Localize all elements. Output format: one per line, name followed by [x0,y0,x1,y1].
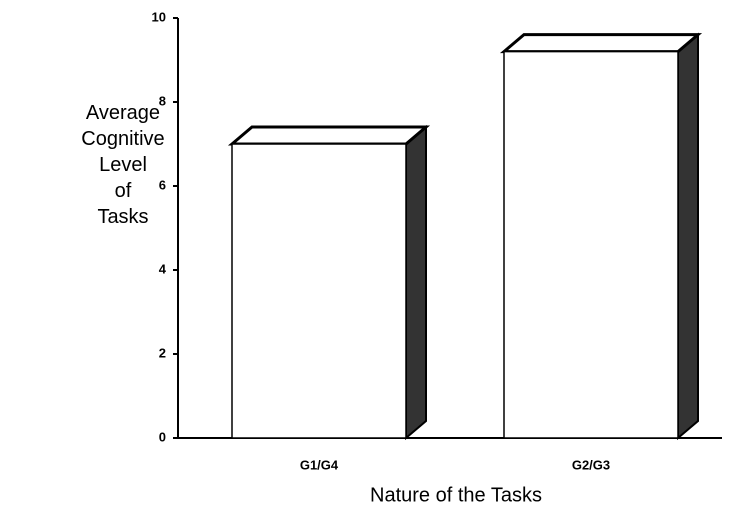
bar-side [405,124,427,441]
y-tick-label: 2 [159,345,166,360]
y-tick-label: 0 [159,429,166,444]
bar-side [677,32,699,441]
x-tick-label: G1/G4 [300,457,339,472]
y-tick-label: 10 [152,9,166,24]
y-tick-label: 6 [159,177,166,192]
y-tick-label: 8 [159,93,166,108]
x-tick-label: G2/G3 [572,457,610,472]
y-axis-label: Average Cognitive Level of Tasks [81,102,165,228]
bar [503,50,679,439]
y-tick-label: 4 [159,261,167,276]
bar [231,143,407,439]
x-axis-label: Nature of the Tasks [370,484,542,506]
bar-top [499,33,703,54]
bar-top [227,125,431,146]
